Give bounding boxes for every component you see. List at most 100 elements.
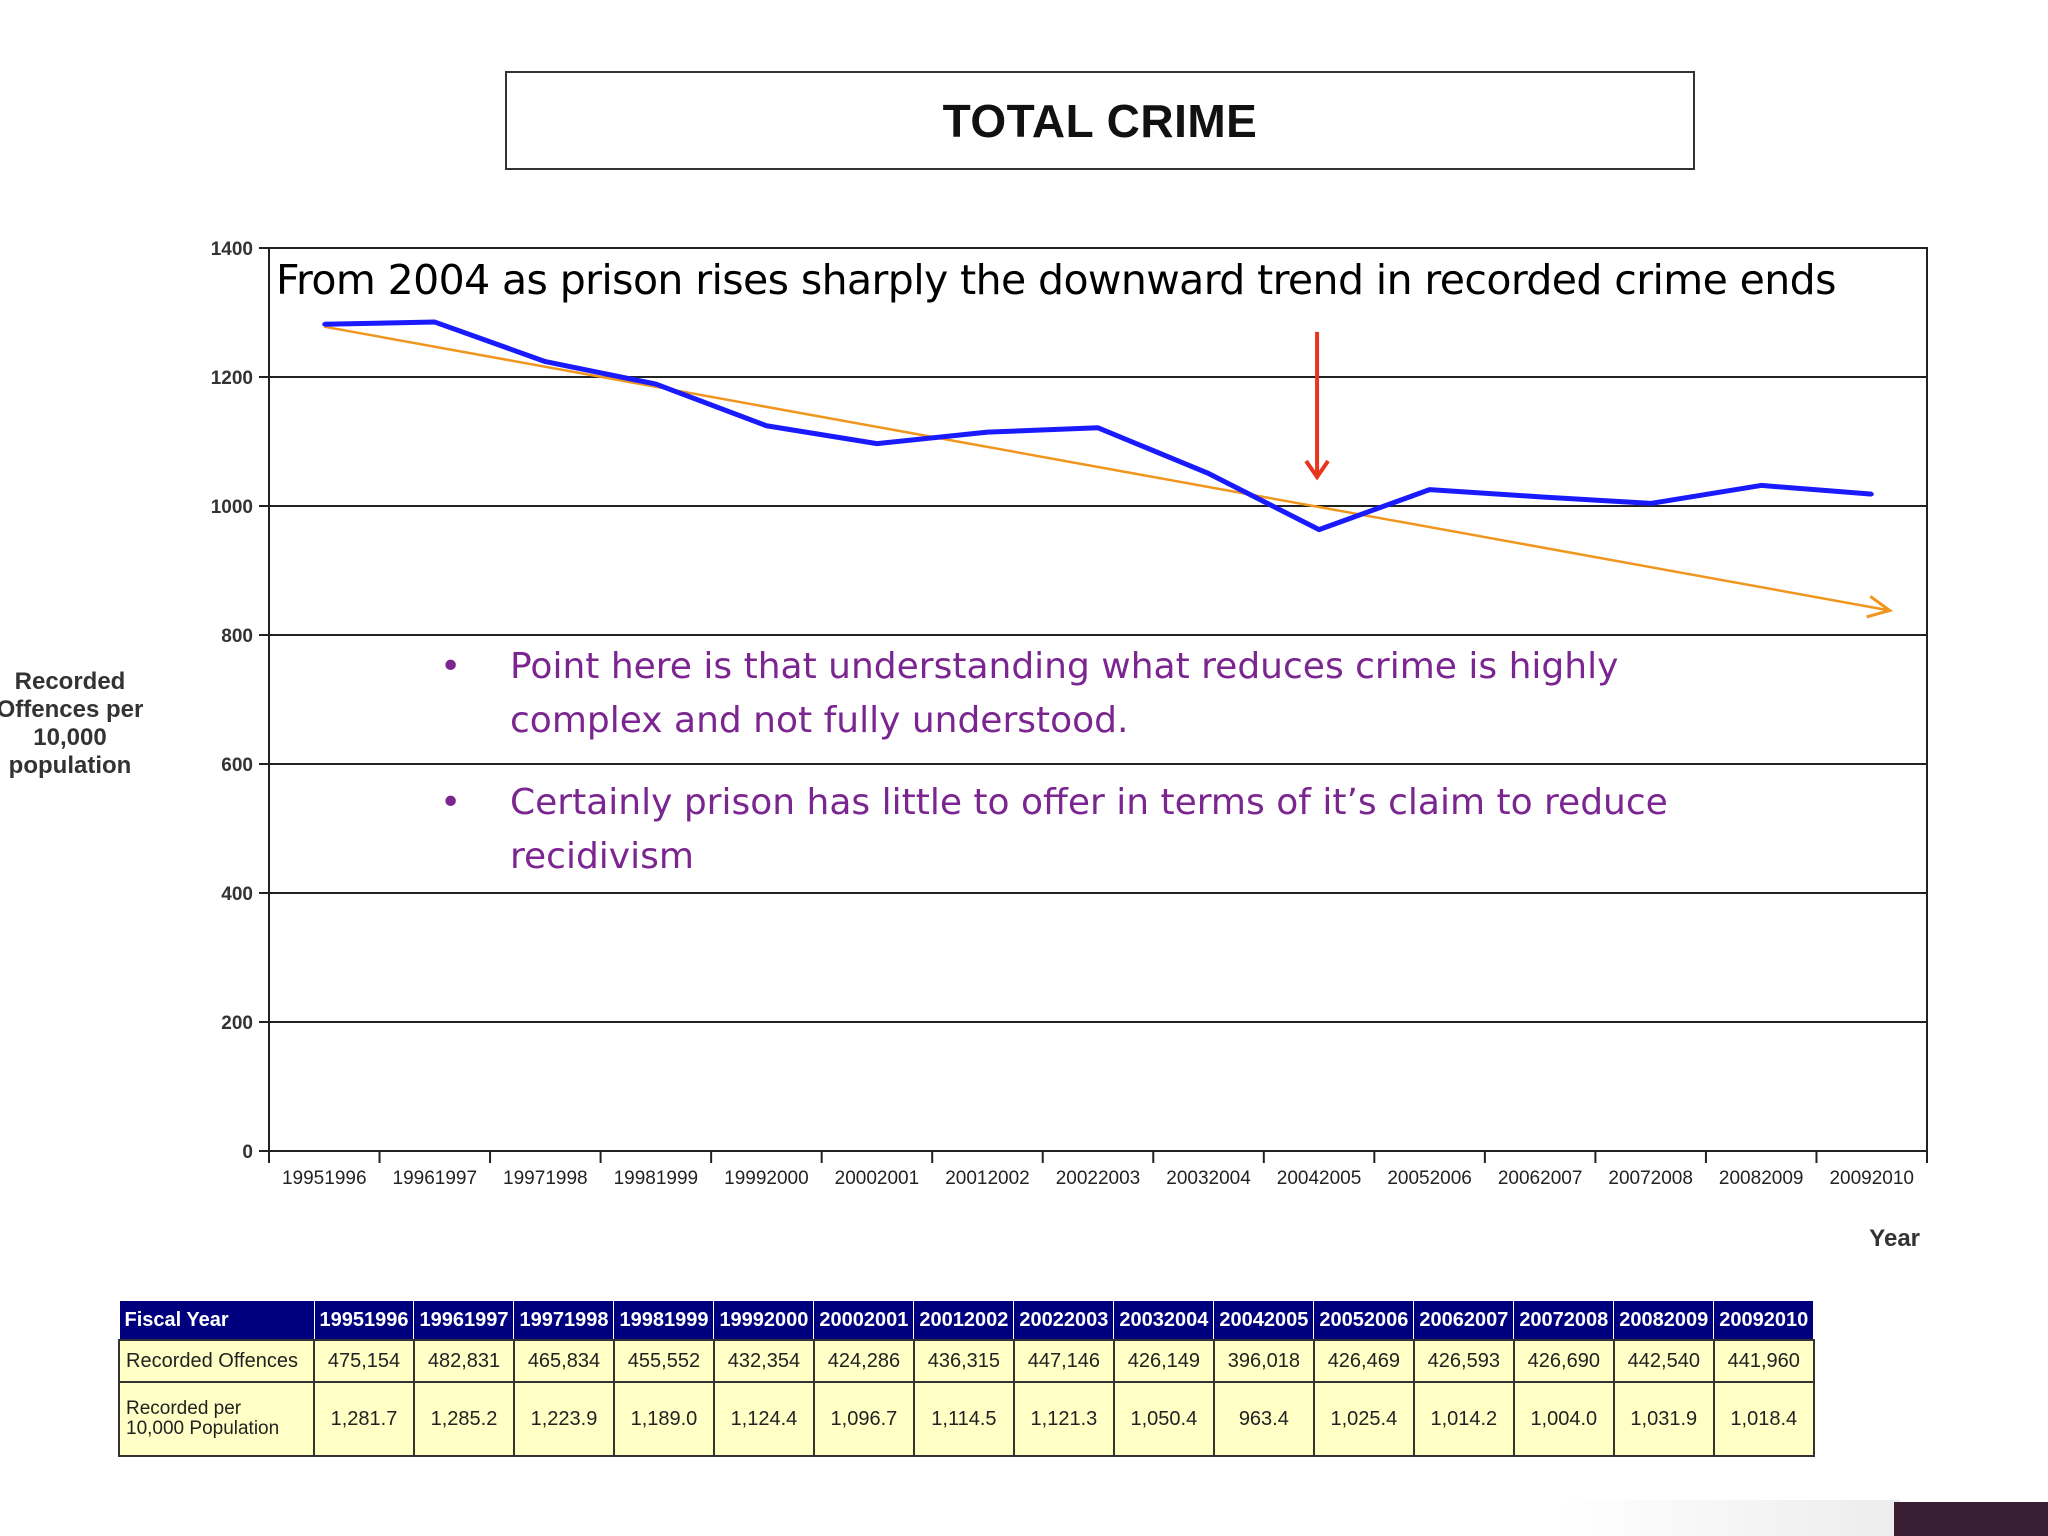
table-header-year: 20042005 [1213, 1300, 1315, 1341]
table-cell: 1,025.4 [1312, 1381, 1415, 1457]
x-tick-label: 19951996 [282, 1168, 367, 1189]
data-point [1648, 501, 1653, 506]
y-axis-label-line: Recorded [14, 668, 126, 695]
row-label-line: Recorded per [126, 1398, 242, 1419]
table-cell: 1,096.7 [812, 1381, 915, 1457]
table-header-row: Fiscal Year 19951996 19961997 19971998 1998… [118, 1300, 1815, 1341]
table-cell: 1,124.4 [712, 1381, 815, 1457]
table-cell: 424,286 [812, 1339, 915, 1383]
trend-layer [324, 325, 1894, 619]
y-axis-label: Recorded Offences per 10,000 population [0, 668, 180, 780]
trend-arrowhead [1866, 595, 1894, 619]
y-axis-label-line: 10,000 [33, 724, 107, 751]
y-tick-label: 600 [221, 755, 253, 776]
headline-annotation: From 2004 as prison rises sharply the do… [276, 256, 1836, 304]
chart-title-box: TOTAL CRIME [505, 71, 1695, 170]
table-cell: 447,146 [1012, 1339, 1115, 1383]
table-cell: 1,014.2 [1412, 1381, 1515, 1457]
plot-frame [268, 247, 1928, 1152]
bullet-text: Certainly prison has little to offer in … [510, 782, 1668, 877]
data-table-wrapper: Fiscal Year 19951996 19961997 19971998 1998… [118, 1300, 1815, 1457]
table-cell: 426,469 [1312, 1339, 1415, 1383]
x-tick-label: 20072008 [1608, 1168, 1693, 1189]
bullet-dot-icon: • [440, 782, 462, 823]
data-point [543, 359, 548, 364]
x-tick-label: 20002001 [835, 1168, 920, 1189]
bullet-dot-icon: • [440, 646, 462, 687]
y-axis-label-line: population [8, 752, 132, 779]
y-axis-label-line: Offences per [0, 696, 144, 723]
table-cell: 442,540 [1612, 1339, 1715, 1383]
y-tick-label: 1000 [211, 497, 253, 518]
table-cell: 396,018 [1212, 1339, 1315, 1383]
table-cell: 963.4 [1212, 1381, 1315, 1457]
table-header-year: 20002001 [813, 1300, 915, 1341]
table-header-year: 19951996 [313, 1300, 415, 1341]
table-cell: 1,031.9 [1612, 1381, 1715, 1457]
x-axis-label: Year [1869, 1225, 1920, 1252]
data-point [985, 430, 990, 435]
grid-lines [269, 376, 1927, 1023]
table-header-year: 19992000 [713, 1300, 815, 1341]
y-tick-label: 1200 [211, 368, 253, 389]
table-cell: 1,285.2 [412, 1381, 515, 1457]
data-point [874, 441, 879, 446]
x-tick-label: 20082009 [1719, 1168, 1804, 1189]
table-row: Recorded per 10,000 Population 1,281.7 1,2… [118, 1381, 1815, 1457]
table-cell: 426,149 [1112, 1339, 1215, 1383]
data-point [1759, 483, 1764, 488]
table-row: Recorded Offences 475,154 482,831 465,834 4… [118, 1339, 1815, 1383]
x-tick-label: 20032004 [1166, 1168, 1251, 1189]
x-tick-label: 19971998 [503, 1168, 588, 1189]
slide-corner-accent [1894, 1502, 2048, 1536]
x-tick-label: 19961997 [393, 1168, 478, 1189]
data-point [653, 382, 658, 387]
table-header-year: 20032004 [1113, 1300, 1215, 1341]
y-tick-label: 200 [221, 1013, 253, 1034]
table-cell: 1,004.0 [1512, 1381, 1615, 1457]
table-cell: 441,960 [1712, 1339, 1815, 1383]
marker-arrow-head [1304, 459, 1330, 481]
table-header-year: 20012002 [913, 1300, 1015, 1341]
data-point [1096, 425, 1100, 430]
axes: 0 200 400 600 800 1000 1200 1400 19951996 1996199… [211, 239, 1928, 1189]
bullet-item: • Point here is that understanding what … [440, 640, 1740, 748]
data-point [1317, 527, 1322, 532]
table-header-year: 20092010 [1713, 1300, 1815, 1341]
table-cell: 426,690 [1512, 1339, 1615, 1383]
x-tick-label: 19981999 [614, 1168, 699, 1189]
data-point [764, 423, 769, 428]
x-tick-label: 20012002 [945, 1168, 1030, 1189]
y-tick-label: 0 [242, 1142, 253, 1163]
row-label: Recorded per 10,000 Population [118, 1381, 315, 1457]
table-cell: 455,552 [612, 1339, 715, 1383]
bullet-text: Point here is that understanding what re… [510, 646, 1619, 741]
table-header-year: 20082009 [1613, 1300, 1715, 1341]
y-tick-label: 400 [221, 884, 253, 905]
table-cell: 1,018.4 [1712, 1381, 1815, 1457]
table-cell: 1,223.9 [512, 1381, 615, 1457]
table-header-label: Fiscal Year [118, 1300, 315, 1341]
table-header-year: 19971998 [513, 1300, 615, 1341]
bullet-item: • Certainly prison has little to offer i… [440, 776, 1740, 884]
table-header-year: 20052006 [1313, 1300, 1415, 1341]
table-cell: 1,281.7 [313, 1381, 415, 1457]
x-tick-label: 20022003 [1056, 1168, 1141, 1189]
y-tick-label: 1400 [211, 239, 253, 260]
data-point [1427, 487, 1432, 492]
series-layer [322, 319, 1874, 533]
table-cell: 436,315 [912, 1339, 1015, 1383]
data-point [1206, 471, 1211, 476]
data-point [1538, 494, 1543, 499]
bullet-list: • Point here is that understanding what … [440, 640, 1740, 912]
y-tick-label: 800 [221, 626, 253, 647]
table-header-year: 20072008 [1513, 1300, 1615, 1341]
x-tick-label: 20052006 [1387, 1168, 1472, 1189]
table-header-year: 20062007 [1413, 1300, 1515, 1341]
table-cell: 432,354 [712, 1339, 815, 1383]
row-label: Recorded Offences [118, 1339, 315, 1383]
table-cell: 465,834 [512, 1339, 615, 1383]
table-cell: 426,593 [1412, 1339, 1515, 1383]
data-table: Fiscal Year 19951996 19961997 19971998 1998… [118, 1300, 1815, 1457]
table-header-year: 20022003 [1013, 1300, 1115, 1341]
